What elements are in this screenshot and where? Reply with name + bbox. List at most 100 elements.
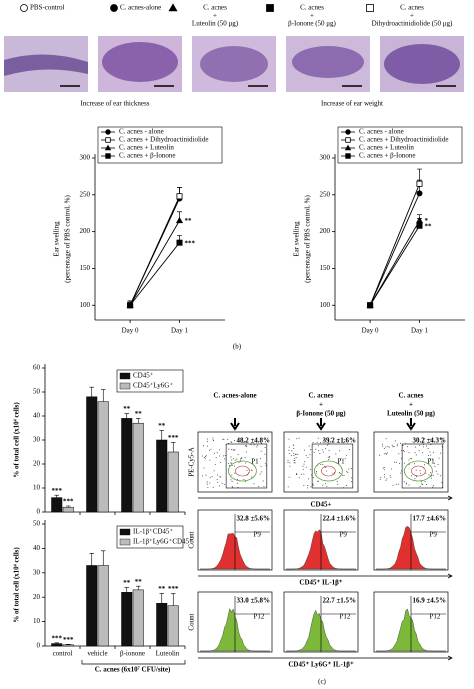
dot [244, 457, 246, 459]
gate-label: P9 [340, 531, 348, 539]
bar [86, 565, 98, 647]
panel-label: (b) [233, 343, 242, 351]
dot [415, 476, 417, 478]
significance: ** [123, 405, 131, 413]
dot [382, 445, 384, 447]
legend-label: C. acnes + β-Ionone [359, 152, 416, 160]
dot [327, 456, 329, 458]
dot [211, 476, 213, 478]
column-header: C. acnes [309, 392, 334, 400]
dot [437, 464, 439, 466]
dot [422, 483, 424, 485]
dot [386, 478, 388, 480]
dot [419, 444, 421, 446]
dot [421, 452, 423, 454]
bar [167, 605, 179, 647]
dot [209, 449, 211, 451]
dot [288, 449, 290, 451]
dot [233, 450, 235, 452]
dot [264, 463, 266, 465]
dot [442, 437, 444, 439]
legend-box [116, 525, 184, 549]
dot [244, 441, 246, 443]
dot [381, 443, 383, 445]
error-bar [101, 389, 106, 402]
dot [288, 438, 290, 440]
dot [434, 465, 436, 467]
dot [261, 471, 263, 473]
dot [206, 481, 208, 483]
gate-label: P1 [337, 458, 345, 466]
dot [383, 453, 385, 455]
dot [315, 448, 317, 450]
dot [438, 457, 440, 459]
bar [62, 506, 74, 513]
tissue [200, 46, 268, 82]
dot [212, 486, 214, 488]
y-tick-label: 10 [33, 617, 41, 625]
dot [216, 479, 218, 481]
dot [288, 446, 290, 448]
dot [298, 477, 300, 479]
dot [440, 437, 442, 439]
marker [105, 129, 111, 135]
y-tick-label: 100 [80, 301, 91, 309]
y-tick-label: 40 [33, 412, 41, 420]
dot [234, 440, 236, 442]
significance: ** [135, 410, 143, 418]
dot [385, 453, 387, 455]
dot [316, 441, 318, 443]
percentage: 22.4 ±1.6% [322, 515, 356, 523]
dot [296, 473, 298, 475]
dot [337, 483, 339, 485]
gate [311, 443, 354, 489]
dot [430, 454, 432, 456]
contour [411, 465, 426, 477]
legend-label: + [213, 12, 217, 20]
dot [328, 442, 330, 444]
dot [305, 466, 307, 468]
dot [245, 451, 247, 453]
dot [288, 452, 290, 454]
dot [414, 478, 416, 480]
dot [338, 441, 340, 443]
dot [307, 456, 309, 458]
dot [421, 437, 423, 439]
dot [294, 460, 296, 462]
legend-label: C. acnes - alone [359, 128, 404, 136]
error-bar [101, 550, 106, 566]
dot [293, 462, 295, 464]
dot [441, 482, 443, 484]
dot [245, 462, 247, 464]
panel-label: (c) [318, 678, 326, 686]
dot [310, 449, 312, 451]
column-header: Luteolin (50 μg) [387, 410, 436, 418]
gate-label: P1 [251, 458, 259, 466]
bar [51, 497, 63, 513]
error-bar [136, 585, 141, 590]
dot [403, 449, 405, 451]
dot [434, 462, 436, 464]
dot [312, 483, 314, 485]
dot [202, 475, 204, 477]
dot [343, 475, 345, 477]
dot [398, 453, 400, 455]
dot [350, 467, 352, 469]
dot [386, 453, 388, 455]
dot [399, 442, 401, 444]
legend-box [337, 126, 463, 164]
dot [405, 482, 407, 484]
significance: *** [168, 585, 179, 593]
dot [351, 477, 353, 479]
dot [432, 440, 434, 442]
dot [237, 454, 239, 456]
dot [230, 449, 232, 451]
dot [414, 463, 416, 465]
dot [300, 473, 302, 475]
dot [348, 468, 350, 470]
dot [411, 458, 413, 460]
dot [243, 478, 245, 480]
error-bar [89, 552, 94, 566]
dot [429, 451, 431, 453]
significance: ** [158, 585, 166, 593]
